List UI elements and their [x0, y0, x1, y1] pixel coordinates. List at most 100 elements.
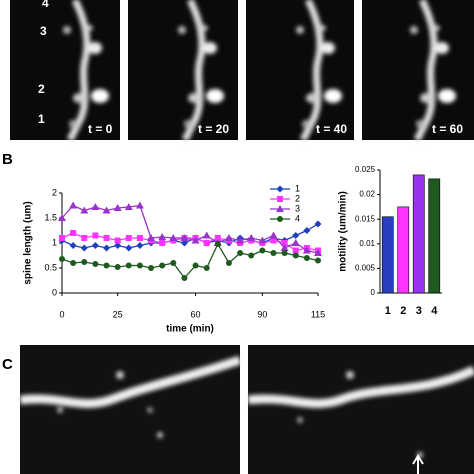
- micrograph: [362, 0, 474, 140]
- data-point: [224, 234, 233, 241]
- data-point: [181, 275, 188, 281]
- y-tick-label: 0: [52, 287, 57, 297]
- micrograph: [20, 345, 240, 474]
- y-tick-label: 0.02: [359, 190, 375, 199]
- micrograph: [128, 0, 238, 140]
- data-point: [103, 244, 111, 252]
- y-tick-label: 0.005: [355, 264, 376, 273]
- data-point: [136, 235, 143, 241]
- data-point: [81, 235, 88, 241]
- y-tick-label: 2: [52, 187, 57, 197]
- data-point: [92, 232, 99, 239]
- data-point: [314, 220, 322, 228]
- panel-c: [19, 345, 474, 474]
- x-tick-label: 90: [257, 309, 267, 319]
- micrograph: [248, 345, 474, 474]
- data-point: [237, 250, 244, 256]
- data-point: [281, 250, 288, 256]
- data-point: [292, 232, 300, 239]
- data-point: [247, 234, 256, 241]
- data-point: [159, 240, 166, 246]
- series-line: [61, 242, 319, 280]
- data-point: [158, 233, 167, 240]
- x-tick-label: 4: [431, 305, 438, 317]
- x-tick-label: 25: [113, 309, 123, 319]
- bar: [428, 178, 441, 294]
- legend-label: 4: [295, 213, 300, 223]
- y-tick-label: 1: [52, 237, 57, 247]
- data-point: [259, 247, 266, 254]
- data-point: [147, 234, 156, 241]
- legend-label: 3: [295, 203, 300, 213]
- data-point: [281, 240, 288, 246]
- bar: [412, 174, 425, 294]
- data-point: [113, 204, 122, 211]
- data-point: [280, 244, 289, 251]
- data-point: [58, 214, 66, 221]
- micrograph: [10, 0, 120, 140]
- x-tick-label: 115: [311, 309, 325, 319]
- x-axis-label: time (min): [166, 324, 214, 335]
- data-point: [169, 234, 178, 241]
- y-axis-label: motility (um/min): [338, 191, 349, 272]
- data-point: [103, 235, 110, 241]
- arrow: [412, 454, 424, 474]
- data-point: [80, 244, 88, 252]
- x-tick-label: 3: [416, 305, 422, 317]
- time-label: t = 60: [432, 122, 463, 136]
- x-tick-label: 60: [191, 309, 201, 319]
- data-point: [270, 250, 277, 256]
- data-point: [80, 206, 89, 214]
- data-point: [180, 239, 188, 247]
- panel-label: B: [2, 151, 13, 168]
- legend-label: 1: [295, 183, 300, 193]
- data-point: [314, 249, 322, 256]
- y-tick-label: 0.015: [355, 214, 376, 223]
- data-point: [124, 203, 133, 210]
- spine-label: 1: [38, 112, 45, 126]
- panel-a: 1 2 3 4 t = 0 t = 20 t = 40 t = 60: [10, 0, 474, 140]
- x-tick-label: 2: [400, 305, 406, 317]
- legend-marker: [276, 185, 284, 193]
- data-point: [114, 242, 122, 249]
- data-point: [315, 257, 321, 264]
- y-tick-label: 0: [371, 288, 376, 297]
- data-point: [302, 246, 311, 254]
- time-label: t = 0: [88, 122, 113, 136]
- data-point: [203, 265, 210, 271]
- data-point: [59, 235, 65, 241]
- data-point: [136, 242, 144, 249]
- bar: [397, 206, 410, 294]
- data-point: [91, 242, 99, 249]
- micrograph: [246, 0, 354, 140]
- data-point: [102, 206, 111, 214]
- data-point: [292, 252, 299, 259]
- y-tick-label: 0.5: [44, 262, 57, 272]
- charts: 0 0.5 1 1.5 2 0 25 60 90 115 time (min) spine lengt…: [23, 165, 442, 335]
- data-point: [214, 235, 221, 241]
- data-point: [170, 260, 177, 266]
- data-point: [125, 235, 132, 241]
- data-point: [103, 262, 110, 269]
- data-point: [92, 261, 99, 267]
- bar: [381, 216, 394, 294]
- y-axis-label: spine length (um): [23, 201, 34, 284]
- data-point: [59, 256, 65, 262]
- series-line: [61, 204, 319, 254]
- x-tick-label: 0: [59, 309, 64, 319]
- data-point: [292, 247, 299, 254]
- y-tick-label: 0.01: [359, 239, 375, 248]
- data-point: [70, 260, 77, 266]
- data-point: [291, 239, 300, 246]
- spine-label: 2: [38, 82, 45, 96]
- data-point: [202, 231, 211, 239]
- panel-label: C: [2, 356, 13, 373]
- data-point: [125, 262, 132, 269]
- data-point: [148, 265, 155, 271]
- legend-marker: [277, 216, 283, 222]
- x-tick-label: 1: [385, 305, 391, 317]
- data-point: [125, 244, 133, 252]
- y-tick-label: 1.5: [44, 212, 57, 222]
- time-label: t = 40: [316, 122, 347, 136]
